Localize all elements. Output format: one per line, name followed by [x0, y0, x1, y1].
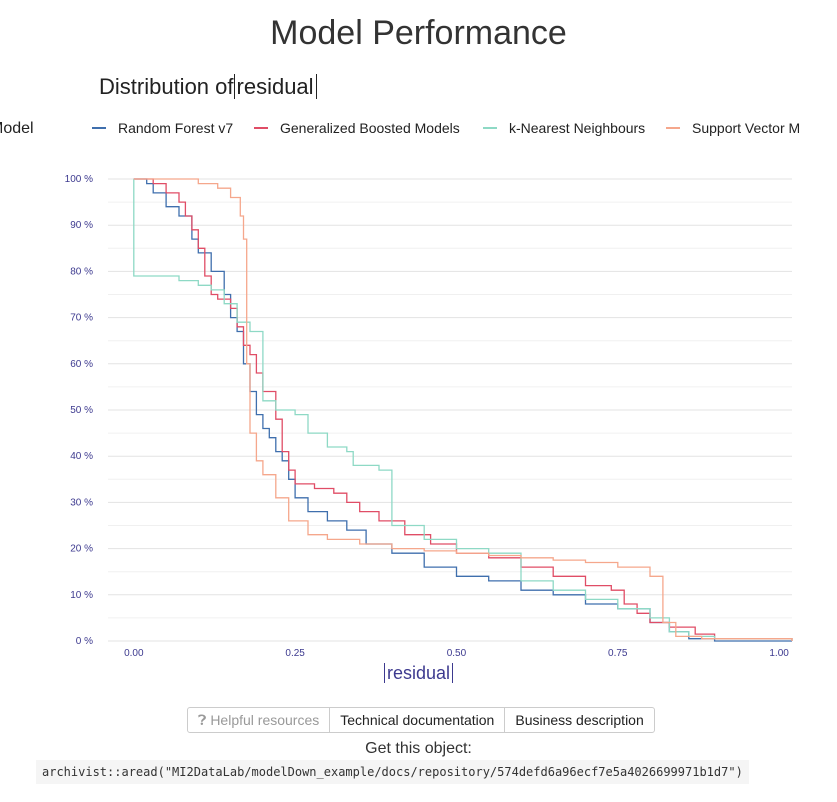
- plot-title: Distribution of residual: [99, 74, 317, 100]
- series-line-3: [133, 178, 793, 641]
- x-tick-label: 0.25: [285, 648, 305, 659]
- legend-swatch: [92, 127, 106, 129]
- series-line-1: [133, 178, 793, 641]
- technical-documentation-button[interactable]: Technical documentation: [329, 707, 506, 733]
- archivist-code: archivist::aread("MI2DataLab/modelDown_e…: [36, 760, 749, 784]
- legend-item-knn: k-Nearest Neighbours: [483, 120, 645, 136]
- legend-item-random-forest: Random Forest v7: [92, 120, 233, 136]
- x-tick-label: 0.75: [608, 648, 628, 659]
- y-tick-label: 20 %: [70, 544, 93, 555]
- x-tick-label: 1.00: [769, 648, 789, 659]
- get-object-label: Get this object:: [365, 740, 472, 757]
- legend-swatch: [483, 127, 497, 129]
- y-tick-label: 50 %: [70, 405, 93, 416]
- series-line-2: [133, 179, 793, 641]
- legend-label: k-Nearest Neighbours: [509, 120, 646, 136]
- y-tick-label: 100 %: [65, 174, 93, 185]
- y-tick-label: 0 %: [76, 636, 93, 647]
- y-tick-label: 40 %: [70, 451, 93, 462]
- legend-label: Support Vector Machines: [692, 120, 800, 136]
- x-axis-label: residual: [0, 663, 837, 684]
- helpful-resources-button[interactable]: ❓︎ Helpful resources: [187, 707, 331, 733]
- plot-title-variable: residual: [233, 74, 317, 99]
- chart-legend: Model Random Forest v7 Generalized Boost…: [0, 118, 800, 140]
- x-tick-label: 0.50: [447, 648, 467, 659]
- business-description-button[interactable]: Business description: [504, 707, 655, 733]
- legend-title: Model: [0, 120, 34, 137]
- legend-item-svm: Support Vector Machines: [666, 120, 800, 136]
- helpful-resources-label: Helpful resources: [210, 712, 320, 728]
- question-icon: ❓︎: [198, 712, 207, 728]
- y-tick-label: 70 %: [70, 313, 93, 324]
- legend-item-gbm: Generalized Boosted Models: [254, 120, 460, 136]
- y-tick-label: 60 %: [70, 359, 93, 370]
- plot-title-prefix: Distribution of: [99, 74, 234, 99]
- x-tick-label: 0.00: [124, 648, 144, 659]
- legend-swatch: [254, 127, 268, 129]
- y-tick-label: 90 %: [70, 220, 93, 231]
- y-tick-label: 30 %: [70, 497, 93, 508]
- resource-button-group: ❓︎ Helpful resources Technical documenta…: [187, 707, 655, 733]
- y-tick-label: 10 %: [70, 590, 93, 601]
- legend-label: Random Forest v7: [118, 120, 234, 136]
- legend-swatch: [666, 127, 680, 129]
- page-title: Model Performance: [270, 14, 567, 52]
- legend-label: Generalized Boosted Models: [280, 120, 460, 136]
- residual-distribution-chart: 0 % 10 % 20 % 30 % 40 % 50 % 60 % 70 % 80 % 90 % 1…: [65, 174, 793, 659]
- x-axis-label-text: residual: [383, 663, 454, 683]
- y-tick-label: 80 %: [70, 266, 93, 277]
